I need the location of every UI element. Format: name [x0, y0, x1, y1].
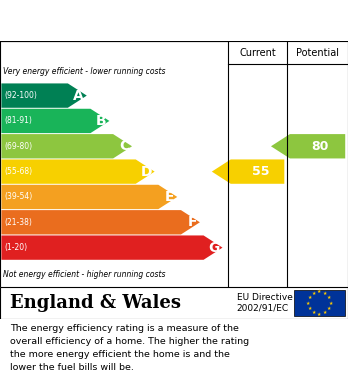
Polygon shape [1, 109, 109, 133]
Text: ★: ★ [323, 291, 327, 296]
Polygon shape [1, 210, 200, 235]
Text: (69-80): (69-80) [4, 142, 32, 151]
Text: Very energy efficient - lower running costs: Very energy efficient - lower running co… [3, 67, 166, 76]
Text: Not energy efficient - higher running costs: Not energy efficient - higher running co… [3, 270, 166, 279]
Text: 55: 55 [252, 165, 269, 178]
Text: (55-68): (55-68) [4, 167, 32, 176]
Text: A: A [73, 89, 84, 102]
Text: The energy efficiency rating is a measure of the
overall efficiency of a home. T: The energy efficiency rating is a measur… [10, 325, 250, 372]
Text: ★: ★ [308, 306, 312, 311]
Text: England & Wales: England & Wales [10, 294, 181, 312]
Text: E: E [165, 190, 174, 204]
Text: ★: ★ [317, 289, 322, 294]
Text: 80: 80 [312, 140, 329, 153]
Text: (21-38): (21-38) [4, 218, 32, 227]
Polygon shape [1, 185, 177, 209]
Text: (92-100): (92-100) [4, 91, 37, 100]
Text: D: D [140, 165, 152, 179]
Polygon shape [212, 160, 284, 184]
Text: (81-91): (81-91) [4, 117, 32, 126]
Polygon shape [1, 235, 222, 260]
Text: ★: ★ [306, 301, 310, 305]
Text: Potential: Potential [296, 48, 339, 58]
Text: C: C [119, 139, 129, 153]
Text: ★: ★ [311, 310, 316, 315]
Text: Energy Efficiency Rating: Energy Efficiency Rating [14, 13, 243, 30]
Bar [294, 290, 345, 316]
Polygon shape [271, 134, 345, 158]
Text: (39-54): (39-54) [4, 192, 32, 201]
Text: (1-20): (1-20) [4, 243, 27, 252]
Text: ★: ★ [308, 295, 312, 300]
Text: ★: ★ [327, 295, 331, 300]
Text: ★: ★ [317, 312, 322, 317]
Polygon shape [1, 160, 155, 184]
Text: ★: ★ [311, 291, 316, 296]
Text: ★: ★ [327, 306, 331, 311]
Polygon shape [1, 134, 132, 158]
Text: Current: Current [239, 48, 276, 58]
Text: F: F [188, 215, 197, 229]
Text: EU Directive
2002/91/EC: EU Directive 2002/91/EC [237, 293, 293, 313]
Text: ★: ★ [323, 310, 327, 315]
Text: B: B [96, 114, 106, 128]
Text: G: G [208, 240, 220, 255]
Polygon shape [1, 83, 87, 108]
Text: ★: ★ [328, 301, 333, 305]
